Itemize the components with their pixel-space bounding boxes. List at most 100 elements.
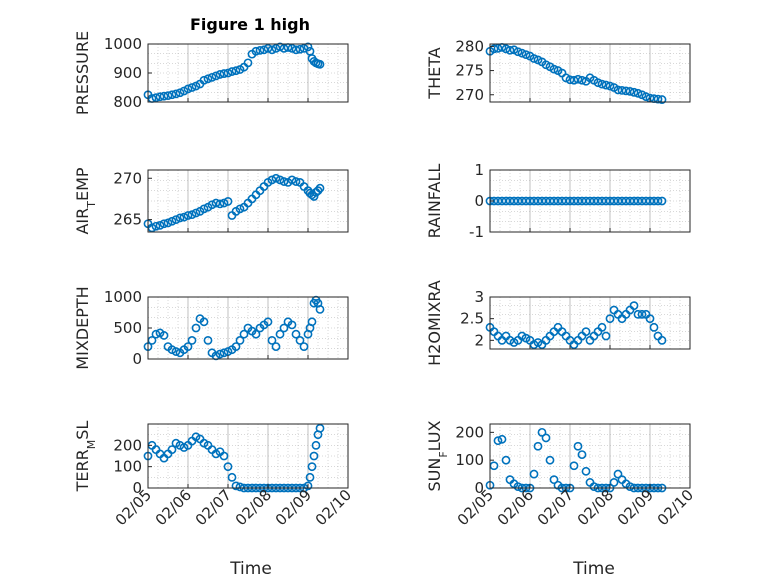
subplot-terr-msl: 0100200TERRMSL02/0502/0602/0702/0802/090… [73, 421, 355, 530]
data-point [565, 75, 575, 85]
data-point [315, 183, 325, 193]
data-point [303, 481, 313, 491]
subplot-h2omixra: 2 2.5 3 H2OMIXRA [425, 280, 691, 366]
data-point [279, 323, 289, 333]
data-point [299, 342, 309, 351]
data-point [215, 349, 225, 359]
data-point [291, 329, 301, 339]
y-tick-label: 1 [474, 161, 484, 179]
data-point [159, 219, 169, 229]
x-axis-label-right: Time [572, 559, 615, 579]
data-point [187, 335, 197, 345]
data-point [649, 322, 659, 332]
data-point [167, 445, 177, 454]
data-point [211, 71, 221, 81]
data-point [291, 45, 301, 55]
data-point [207, 200, 217, 210]
data-point [609, 478, 619, 487]
data-point [251, 46, 261, 56]
data-point [251, 329, 261, 339]
data-point [657, 95, 667, 104]
data-point [227, 472, 237, 482]
data-point [311, 440, 321, 450]
data-point [255, 45, 265, 55]
data-point [541, 433, 551, 443]
y-tick-label: 0 [132, 350, 142, 368]
data-point [315, 59, 325, 69]
data-point [203, 335, 213, 345]
y-tick-label: 1000 [104, 288, 142, 306]
figure-title: Figure 1 high [190, 15, 310, 34]
data-point [203, 74, 213, 84]
data-point [545, 455, 555, 465]
data-point [167, 216, 177, 226]
data-point [159, 331, 169, 340]
data-point [613, 469, 623, 479]
data-point [227, 67, 237, 76]
data-point [309, 451, 319, 461]
data-point [577, 450, 587, 460]
axes-box [489, 423, 691, 489]
data-point [295, 335, 305, 345]
data-point [513, 482, 523, 492]
y-tick-label: 3 [474, 288, 484, 306]
data-point [263, 317, 273, 327]
data-point [219, 198, 229, 208]
data-point [207, 72, 217, 82]
x-tick-label: 02/08 [232, 486, 275, 529]
y-tick-label: 0 [132, 479, 142, 497]
data-point [641, 92, 651, 102]
data-point [533, 441, 543, 451]
data-point [275, 175, 285, 185]
data-point [501, 44, 511, 54]
data-point [183, 342, 193, 351]
data-point [605, 314, 615, 324]
y-axis-label: AIRTEMP [73, 167, 98, 234]
y-tick-label: 270 [113, 169, 142, 187]
data-point [309, 192, 319, 201]
data-point [517, 48, 527, 58]
data-point [275, 42, 285, 52]
data-point [581, 466, 591, 476]
data-point [219, 348, 229, 358]
x-tick-label: 02/09 [272, 486, 315, 529]
y-tick-label: 0 [474, 192, 484, 210]
data-point [183, 211, 193, 220]
data-point [219, 451, 229, 461]
data-point [171, 215, 181, 224]
data-point [493, 43, 503, 53]
data-point [215, 199, 225, 209]
axes-box [147, 169, 349, 233]
data-point [235, 482, 245, 492]
y-tick-label: 0 [474, 479, 484, 497]
axes-box [489, 296, 691, 350]
data-point [581, 327, 591, 337]
data-point [271, 342, 281, 351]
data-point [573, 441, 583, 451]
data-point [633, 88, 643, 98]
data-point [315, 304, 325, 314]
data-point [167, 90, 177, 100]
data-point [621, 86, 631, 96]
y-tick-label: 100 [113, 458, 142, 476]
data-point [163, 91, 173, 101]
data-point [549, 475, 559, 485]
data-point [231, 342, 241, 351]
data-point [601, 331, 611, 341]
data-point [513, 47, 523, 57]
x-tick-label: 02/09 [614, 486, 657, 529]
data-point [243, 58, 253, 68]
x-tick-label: 02/06 [494, 486, 537, 529]
data-point [549, 64, 559, 74]
data-point [497, 434, 507, 444]
data-point [235, 335, 245, 345]
data-point [629, 87, 639, 97]
data-point [223, 197, 233, 206]
data-point [625, 482, 635, 492]
data-point [187, 83, 197, 92]
x-tick-label: 02/08 [574, 486, 617, 529]
y-tick-label: 280 [455, 37, 484, 55]
data-point [573, 74, 583, 84]
